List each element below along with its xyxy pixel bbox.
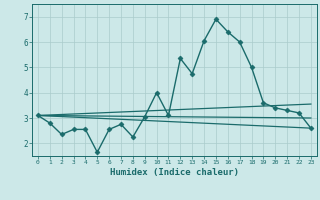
X-axis label: Humidex (Indice chaleur): Humidex (Indice chaleur) xyxy=(110,168,239,177)
